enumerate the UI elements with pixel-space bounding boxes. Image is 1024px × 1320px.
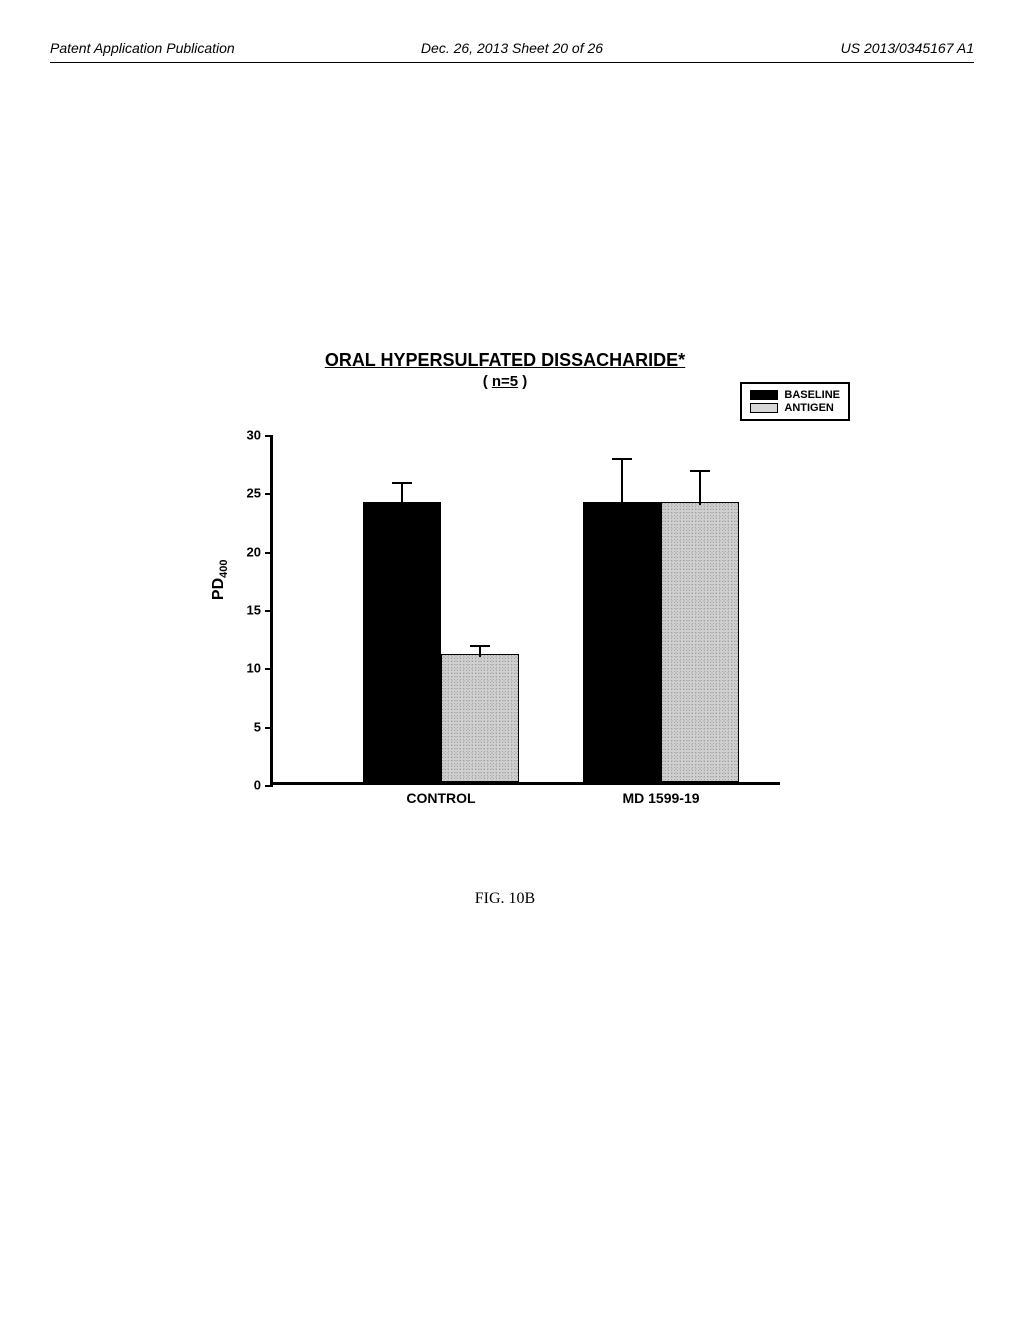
y-axis-title: PD400 (210, 560, 230, 601)
y-tick-label: 30 (247, 428, 261, 443)
bar-md-1599-19-antigen (661, 502, 739, 782)
chart-subtitle: ( n=5 ) (180, 373, 830, 390)
bar-control-baseline (363, 502, 441, 782)
legend-swatch-baseline (750, 390, 778, 400)
y-tick-label: 0 (254, 778, 261, 793)
chart-title: ORAL HYPERSULFATED DISSACHARIDE* (180, 350, 830, 371)
header-rule (50, 62, 974, 63)
y-tick-label: 20 (247, 544, 261, 559)
subtitle-prefix: ( (483, 373, 492, 390)
error-bar (621, 458, 623, 505)
y-tick-label: 15 (247, 603, 261, 618)
legend-item-antigen: ANTIGEN (750, 402, 840, 414)
legend-item-baseline: BASELINE (750, 389, 840, 401)
figure-caption: FIG. 10B (475, 890, 535, 908)
bar-control-antigen (441, 654, 519, 782)
error-cap (690, 470, 710, 472)
error-bar (401, 482, 403, 505)
error-cap (470, 645, 490, 647)
error-cap (392, 482, 412, 484)
legend-label-antigen: ANTIGEN (784, 402, 834, 414)
y-tick-label: 10 (247, 661, 261, 676)
error-cap (612, 458, 632, 460)
error-bar (699, 470, 701, 505)
y-tick (265, 435, 273, 437)
legend-label-baseline: BASELINE (784, 389, 840, 401)
header-left: Patent Application Publication (50, 40, 235, 56)
plot-area: 051015202530CONTROLMD 1599-19 (270, 435, 780, 785)
subtitle-n: n=5 (492, 373, 518, 390)
subtitle-suffix: ) (518, 373, 527, 390)
legend-swatch-antigen (750, 403, 778, 413)
y-axis-label-text: PD (210, 578, 227, 600)
y-tick (265, 610, 273, 612)
y-tick (265, 552, 273, 554)
y-tick-label: 5 (254, 719, 261, 734)
legend: BASELINE ANTIGEN (740, 382, 850, 421)
y-tick (265, 727, 273, 729)
x-axis-label: MD 1599-19 (622, 790, 699, 806)
bar-md-1599-19-baseline (583, 502, 661, 782)
x-axis-label: CONTROL (406, 790, 475, 806)
header-right: US 2013/0345167 A1 (841, 40, 974, 56)
y-tick (265, 493, 273, 495)
y-tick (265, 668, 273, 670)
bar-chart: ORAL HYPERSULFATED DISSACHARIDE* ( n=5 )… (180, 350, 830, 850)
y-axis-label-sub: 400 (218, 560, 230, 578)
y-tick-label: 25 (247, 486, 261, 501)
header-center: Dec. 26, 2013 Sheet 20 of 26 (421, 40, 603, 56)
y-tick (265, 785, 273, 787)
